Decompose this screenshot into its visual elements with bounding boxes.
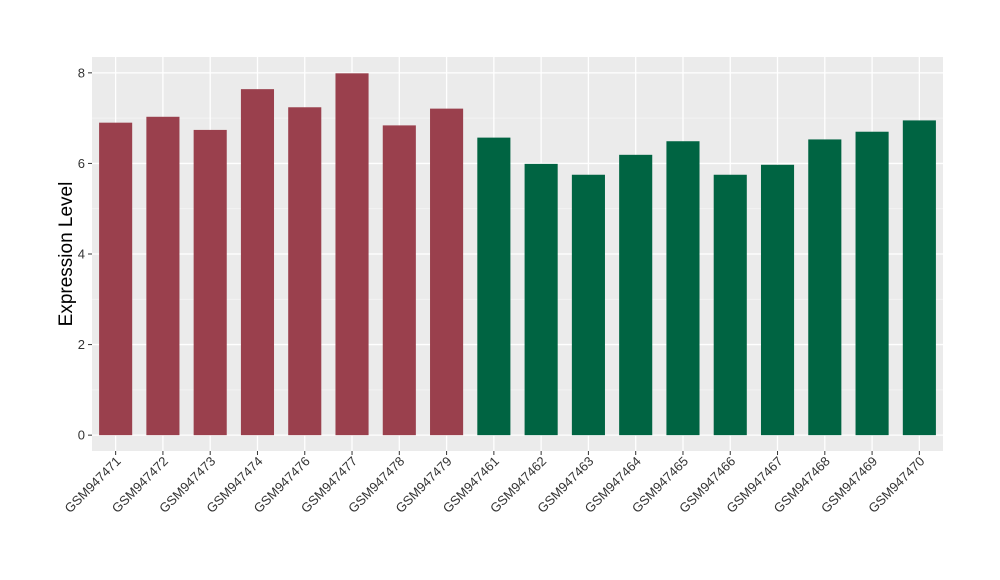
y-tick-label: 0 (78, 428, 85, 443)
bar-GSM947462 (524, 163, 558, 436)
y-tick-label: 8 (78, 65, 85, 80)
bar-GSM947473 (193, 129, 227, 436)
y-axis-title: Expression Level (56, 182, 77, 327)
bar-GSM947463 (571, 174, 605, 436)
bar-GSM947467 (760, 164, 795, 436)
bar-GSM947466 (713, 174, 747, 436)
bars (99, 73, 936, 436)
bar-GSM947468 (808, 139, 842, 436)
bar-GSM947469 (855, 131, 889, 436)
bar-GSM947470 (902, 120, 936, 436)
y-tick-label: 6 (78, 156, 85, 171)
y-tick-label: 2 (78, 337, 85, 352)
x-axis: GSM947471GSM947472GSM947473GSM947474GSM9… (62, 451, 927, 516)
bar-GSM947471 (99, 122, 133, 436)
minor-gridlines (92, 117, 943, 391)
bar-GSM947474 (240, 89, 275, 436)
bar-GSM947477 (335, 73, 369, 436)
bar-GSM947478 (382, 125, 416, 436)
bar-GSM947479 (430, 108, 464, 436)
y-tick-label: 4 (78, 247, 85, 262)
bar-GSM947461 (477, 137, 511, 436)
bar-GSM947465 (666, 141, 700, 436)
bar-GSM947464 (619, 154, 653, 436)
bar-GSM947472 (146, 116, 180, 436)
y-axis: 0 2 4 6 8 (78, 65, 92, 443)
bar-GSM947476 (288, 107, 322, 436)
